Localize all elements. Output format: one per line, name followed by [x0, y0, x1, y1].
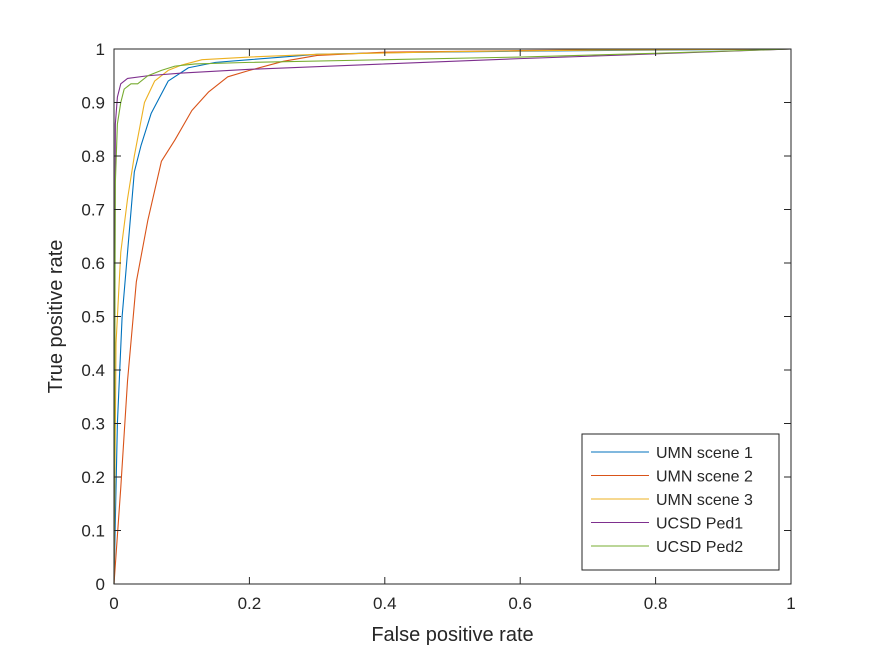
series-line-3 — [113, 48, 792, 585]
y-tick-label: 0.7 — [81, 201, 105, 220]
y-tick-label: 0.5 — [81, 308, 105, 327]
y-tick-label: 0.1 — [81, 522, 105, 541]
y-tick-label: 0 — [96, 575, 105, 594]
legend-label: UMN scene 1 — [656, 445, 753, 462]
series-layer — [113, 48, 792, 585]
legend-label: UMN scene 3 — [656, 492, 753, 509]
y-tick-label: 0.6 — [81, 254, 105, 273]
legend: UMN scene 1 UMN scene 2 UMN scene 3 UCSD Pe… — [581, 433, 780, 571]
x-axis-ticks: 0 0.2 0.4 0.6 0.8 1 — [109, 49, 796, 613]
y-tick-label: 0.9 — [81, 94, 105, 113]
series-line-4 — [113, 48, 792, 585]
x-tick-label: 0.8 — [644, 594, 668, 613]
y-tick-label: 0.3 — [81, 415, 105, 434]
legend-label: UCSD Ped2 — [656, 539, 743, 556]
y-tick-label: 1 — [96, 40, 105, 59]
x-tick-label: 0.6 — [508, 594, 532, 613]
x-axis-label: False positive rate — [371, 624, 533, 646]
legend-label: UCSD Ped1 — [656, 516, 743, 533]
series-line-5 — [113, 48, 792, 585]
legend-box — [581, 433, 780, 571]
x-tick-label: 0 — [109, 594, 118, 613]
y-axis-ticks: 0 0.1 0.2 0.3 0.4 0.5 0.6 0.7 0.8 0.9 1 — [81, 40, 791, 594]
legend-label: UMN scene 2 — [656, 469, 753, 486]
x-tick-label: 0.4 — [373, 594, 397, 613]
x-tick-label: 1 — [786, 594, 795, 613]
y-axis-label: True positive rate — [45, 240, 67, 394]
y-tick-label: 0.8 — [81, 147, 105, 166]
y-tick-label: 0.4 — [81, 361, 105, 380]
x-tick-label: 0.2 — [238, 594, 262, 613]
y-tick-label: 0.2 — [81, 468, 105, 487]
